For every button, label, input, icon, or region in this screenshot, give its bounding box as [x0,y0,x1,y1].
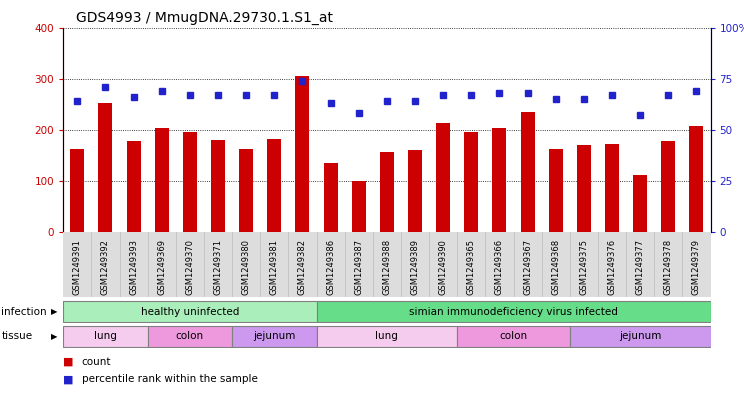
Text: lung: lung [94,331,117,342]
Bar [408,150,422,232]
Bar [380,152,394,232]
Text: tissue: tissue [1,331,33,342]
Bar [661,141,676,232]
Bar [267,139,281,232]
Bar [155,128,169,232]
Bar [147,326,232,347]
Text: GSM1249382: GSM1249382 [298,239,307,296]
Text: GSM1249371: GSM1249371 [214,239,222,296]
Bar [316,326,458,347]
Bar [211,140,225,232]
Bar [316,301,711,322]
Bar [126,141,141,232]
Bar [458,326,570,347]
Text: healthy uninfected: healthy uninfected [141,307,239,317]
Text: GSM1249375: GSM1249375 [580,239,589,296]
Bar [63,301,316,322]
Text: GSM1249391: GSM1249391 [73,240,82,296]
Bar [324,163,338,232]
Bar [690,126,704,232]
Text: GSM1249368: GSM1249368 [551,239,560,296]
Text: ▶: ▶ [51,307,57,316]
Text: GSM1249365: GSM1249365 [466,239,476,296]
Text: GSM1249386: GSM1249386 [326,239,335,296]
Bar [183,132,197,232]
Bar [605,144,619,232]
Text: colon: colon [176,331,204,342]
Bar [464,132,478,232]
Text: ■: ■ [63,356,74,367]
Bar [98,103,112,232]
Bar [295,76,310,232]
Bar [232,326,316,347]
Text: lung: lung [376,331,398,342]
Text: GSM1249392: GSM1249392 [101,240,110,296]
Text: GSM1249377: GSM1249377 [635,239,644,296]
Text: GSM1249393: GSM1249393 [129,239,138,296]
Bar [70,149,84,232]
Text: GSM1249387: GSM1249387 [354,239,363,296]
Text: GSM1249390: GSM1249390 [439,240,448,296]
Text: simian immunodeficiency virus infected: simian immunodeficiency virus infected [409,307,618,317]
Text: GDS4993 / MmugDNA.29730.1.S1_at: GDS4993 / MmugDNA.29730.1.S1_at [76,11,333,25]
Bar [352,181,366,232]
Text: GSM1249380: GSM1249380 [242,239,251,296]
Bar [577,145,591,232]
Text: GSM1249379: GSM1249379 [692,239,701,296]
Text: count: count [82,356,112,367]
Text: jejunum: jejunum [253,331,295,342]
Text: infection: infection [1,307,47,317]
Bar [521,112,535,232]
Bar [493,128,507,232]
Text: GSM1249388: GSM1249388 [382,239,391,296]
Text: colon: colon [499,331,527,342]
Text: ▶: ▶ [51,332,57,341]
Bar [436,123,450,232]
Text: GSM1249366: GSM1249366 [495,239,504,296]
Bar [570,326,711,347]
Text: GSM1249378: GSM1249378 [664,239,673,296]
Text: jejunum: jejunum [619,331,661,342]
Text: GSM1249370: GSM1249370 [185,239,194,296]
Text: percentile rank within the sample: percentile rank within the sample [82,374,257,384]
Bar [633,174,647,232]
Bar [239,149,253,232]
Text: GSM1249367: GSM1249367 [523,239,532,296]
Text: ■: ■ [63,374,74,384]
Text: GSM1249389: GSM1249389 [411,239,420,296]
Bar [548,149,562,232]
Text: GSM1249369: GSM1249369 [157,239,166,296]
Text: GSM1249376: GSM1249376 [608,239,617,296]
Text: GSM1249381: GSM1249381 [270,239,279,296]
Bar [63,326,147,347]
